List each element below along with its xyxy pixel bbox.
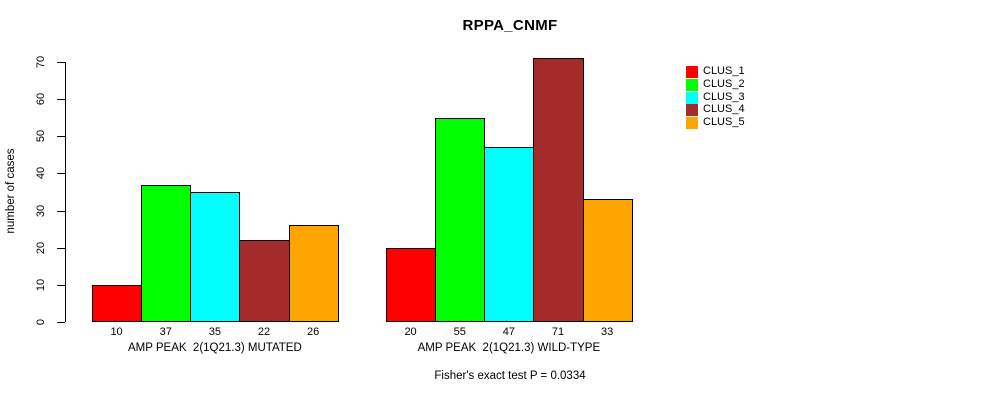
- y-axis-tick: [57, 173, 65, 175]
- bar-clus_3: [190, 192, 241, 322]
- bar-clus_5: [288, 225, 339, 322]
- bar-value-label: 26: [307, 326, 320, 338]
- legend-label-clus_5: CLUS_5: [703, 116, 745, 129]
- y-axis-tick-label: 30: [35, 204, 47, 217]
- legend-swatch-clus_1: [686, 66, 698, 78]
- bar-value-label: 35: [208, 326, 221, 338]
- chart-title: RPPA_CNMF: [462, 17, 558, 34]
- legend-swatch-clus_4: [686, 104, 698, 117]
- y-axis-tick: [57, 136, 65, 138]
- y-axis-tick-label: 0: [35, 318, 47, 326]
- y-axis-tick: [57, 247, 65, 249]
- bar-clus_3: [484, 147, 535, 322]
- y-axis-tick-label: 70: [35, 55, 47, 69]
- y-axis-tick: [57, 99, 65, 101]
- bar-value-label: 71: [551, 326, 565, 338]
- bar-value-label: 37: [159, 326, 172, 338]
- legend-swatch-clus_3: [686, 91, 698, 104]
- bar-clus_2: [435, 117, 486, 322]
- bar-clus_1: [386, 247, 437, 322]
- bar-clus_1: [92, 284, 143, 322]
- y-axis-tick: [57, 322, 65, 323]
- y-axis-tick-label: 20: [35, 241, 47, 254]
- bar-value-label: 55: [453, 326, 466, 338]
- y-axis-tick-label: 50: [35, 130, 47, 143]
- y-axis-label: number of cases: [5, 148, 17, 234]
- bar-value-label: 47: [502, 326, 515, 338]
- y-axis-tick-label: 10: [35, 278, 47, 291]
- bar-clus_2: [141, 184, 192, 322]
- legend-label-clus_3: CLUS_3: [703, 90, 745, 103]
- legend-swatch-clus_2: [686, 78, 698, 91]
- legend-label-clus_1: CLUS_1: [703, 65, 745, 77]
- y-axis-tick: [57, 62, 65, 63]
- legend-label-clus_4: CLUS_4: [703, 103, 745, 116]
- bar-value-label: 20: [404, 326, 417, 338]
- bar-clus_5: [582, 199, 633, 322]
- y-axis-tick-label: 40: [35, 167, 47, 180]
- bar-clus_4: [239, 240, 290, 322]
- bar-value-label: 22: [257, 326, 271, 338]
- legend-swatch-clus_5: [686, 117, 698, 130]
- y-axis-tick: [57, 210, 65, 212]
- x-group-label: AMP PEAK 2(1Q21.3) MUTATED: [127, 342, 302, 354]
- legend-label-clus_2: CLUS_2: [703, 77, 745, 90]
- bar-clus_4: [533, 58, 584, 322]
- y-axis-line: [65, 62, 66, 322]
- bar-value-label: 10: [110, 326, 123, 338]
- y-axis-tick-label: 60: [35, 93, 47, 106]
- fisher-test-annotation: Fisher's exact test P = 0.0334: [434, 370, 586, 382]
- x-group-label: AMP PEAK 2(1Q21.3) WILD-TYPE: [417, 342, 601, 354]
- bar-value-label: 33: [601, 326, 614, 338]
- y-axis-tick: [57, 284, 65, 286]
